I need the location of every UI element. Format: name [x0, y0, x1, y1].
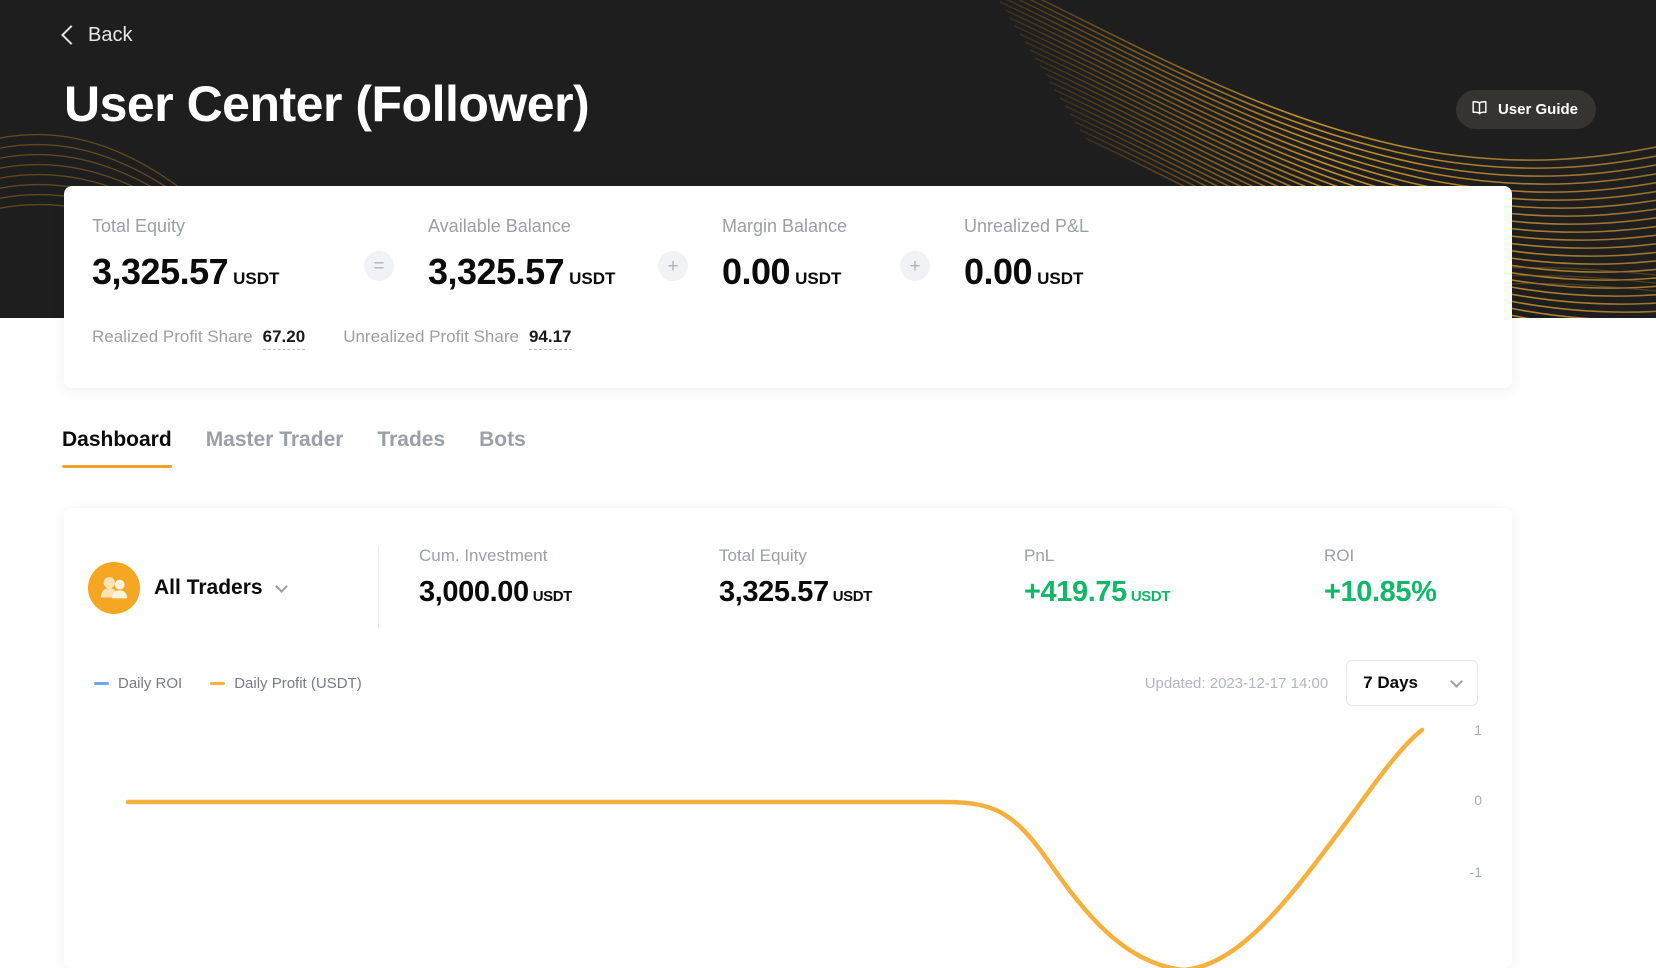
updated-timestamp: Updated: 2023-12-17 14:00: [1144, 674, 1329, 692]
dashboard-metrics: Cum. Investment 3,000.00 USDT Total Equit…: [378, 546, 1512, 628]
legend-label: Daily Profit (USDT): [234, 674, 362, 692]
stat-margin-balance: Margin Balance 0.00 USDT +: [722, 216, 964, 293]
metric-unit: USDT: [1130, 588, 1171, 605]
performance-chart[interactable]: 1 0 -1: [64, 712, 1512, 968]
time-range-dropdown[interactable]: 7 Days: [1346, 660, 1478, 706]
dashboard-summary-row: All Traders Cum. Investment 3,000.00 USDT…: [64, 508, 1512, 628]
metric-value: +419.75 USDT: [1024, 576, 1171, 608]
metric-label: Total Equity: [719, 546, 807, 565]
stat-available-balance: Available Balance 3,325.57 USDT +: [428, 216, 722, 293]
chevron-down-icon: [1450, 674, 1463, 688]
stat-label: Total Equity: [92, 216, 186, 236]
metric-value: 3,325.57 USDT: [719, 576, 873, 608]
back-label: Back: [88, 24, 133, 46]
operator-plus-badge-2: +: [900, 251, 930, 281]
stat-unit: USDT: [795, 269, 842, 288]
legend-swatch-icon: [94, 681, 109, 685]
tab-master-trader[interactable]: Master Trader: [205, 428, 344, 451]
tab-dashboard[interactable]: Dashboard: [62, 428, 172, 468]
stat-value: 0.00 USDT: [964, 251, 1084, 292]
stat-label: Available Balance: [428, 216, 571, 236]
y-axis-tick-1: 1: [1474, 722, 1482, 738]
legend-swatch-icon: [210, 681, 226, 685]
chart-legend-row: Daily ROI Daily Profit (USDT) Updated: 2…: [64, 628, 1512, 706]
stat-total-equity: Total Equity 3,325.57 USDT =: [92, 216, 428, 293]
chart-legend: Daily ROI Daily Profit (USDT): [94, 675, 362, 692]
user-guide-label: User Guide: [1497, 101, 1578, 118]
stats-row: Total Equity 3,325.57 USDT = Available Ba…: [64, 216, 1512, 293]
metric-total-equity: Total Equity 3,325.57 USDT: [719, 546, 1024, 628]
metric-roi: ROI +10.85%: [1324, 546, 1437, 628]
stat-label: Unrealized P&L: [964, 216, 1090, 236]
metric-label: Cum. Investment: [419, 546, 548, 565]
stat-value: 3,325.57 USDT: [92, 251, 280, 292]
stat-value: 3,325.57 USDT: [428, 251, 616, 292]
stat-unit: USDT: [1037, 269, 1084, 288]
y-axis-tick-0: 0: [1474, 792, 1482, 808]
profit-share-row: Realized Profit Share 67.20 Unrealized P…: [64, 327, 1512, 350]
tab-trades[interactable]: Trades: [377, 428, 446, 451]
header-content: Back User Center (Follower): [0, 0, 1656, 133]
daily-profit-line: [125, 727, 1425, 968]
trader-filter-dropdown[interactable]: All Traders: [88, 546, 378, 614]
metric-label: ROI: [1324, 546, 1355, 565]
all-traders-avatar-icon: [88, 562, 140, 614]
dashboard-card: All Traders Cum. Investment 3,000.00 USDT…: [64, 508, 1512, 968]
account-summary-card: Total Equity 3,325.57 USDT = Available Ba…: [64, 186, 1512, 388]
stat-label: Margin Balance: [722, 216, 848, 236]
metric-pnl: PnL +419.75 USDT: [1024, 546, 1324, 628]
trader-filter-label: All Traders: [154, 576, 263, 599]
share-value[interactable]: 67.20: [262, 327, 306, 350]
chevron-left-icon: [61, 25, 81, 45]
stat-unrealized-pnl: Unrealized P&L 0.00 USDT: [964, 216, 1224, 293]
tab-bots[interactable]: Bots: [479, 428, 526, 451]
operator-plus-badge-1: +: [658, 251, 688, 281]
user-guide-button[interactable]: User Guide: [1455, 90, 1596, 129]
legend-label: Daily ROI: [118, 674, 183, 692]
metric-value: 3,000.00 USDT: [419, 576, 573, 608]
legend-item-daily-profit[interactable]: Daily Profit (USDT): [210, 675, 362, 692]
unrealized-profit-share: Unrealized Profit Share 94.17: [343, 327, 572, 350]
book-icon: [1470, 98, 1489, 121]
share-label: Realized Profit Share: [92, 327, 253, 346]
main-tabs: Dashboard Master Trader Trades Bots: [62, 428, 526, 468]
back-button[interactable]: Back: [61, 24, 184, 47]
share-value[interactable]: 94.17: [528, 327, 572, 350]
share-label: Unrealized Profit Share: [343, 327, 519, 346]
metric-value: +10.85%: [1324, 576, 1437, 608]
metric-cum-investment: Cum. Investment 3,000.00 USDT: [419, 546, 719, 628]
stat-value: 0.00 USDT: [722, 251, 842, 292]
chevron-down-icon: [274, 579, 288, 593]
time-range-label: 7 Days: [1363, 673, 1418, 692]
legend-item-daily-roi[interactable]: Daily ROI: [94, 675, 182, 692]
metric-label: PnL: [1024, 546, 1055, 565]
stat-unit: USDT: [569, 269, 616, 288]
metric-unit: USDT: [832, 588, 873, 605]
stat-unit: USDT: [233, 269, 280, 288]
metric-unit: USDT: [532, 588, 573, 605]
chart-canvas: [125, 727, 1425, 968]
realized-profit-share: Realized Profit Share 67.20: [92, 327, 306, 350]
chart-controls: Updated: 2023-12-17 14:00 7 Days: [1145, 660, 1478, 706]
operator-equals-badge: =: [364, 251, 394, 281]
y-axis-tick-neg1: -1: [1469, 864, 1482, 880]
page-title: User Center (Follower): [64, 76, 590, 132]
